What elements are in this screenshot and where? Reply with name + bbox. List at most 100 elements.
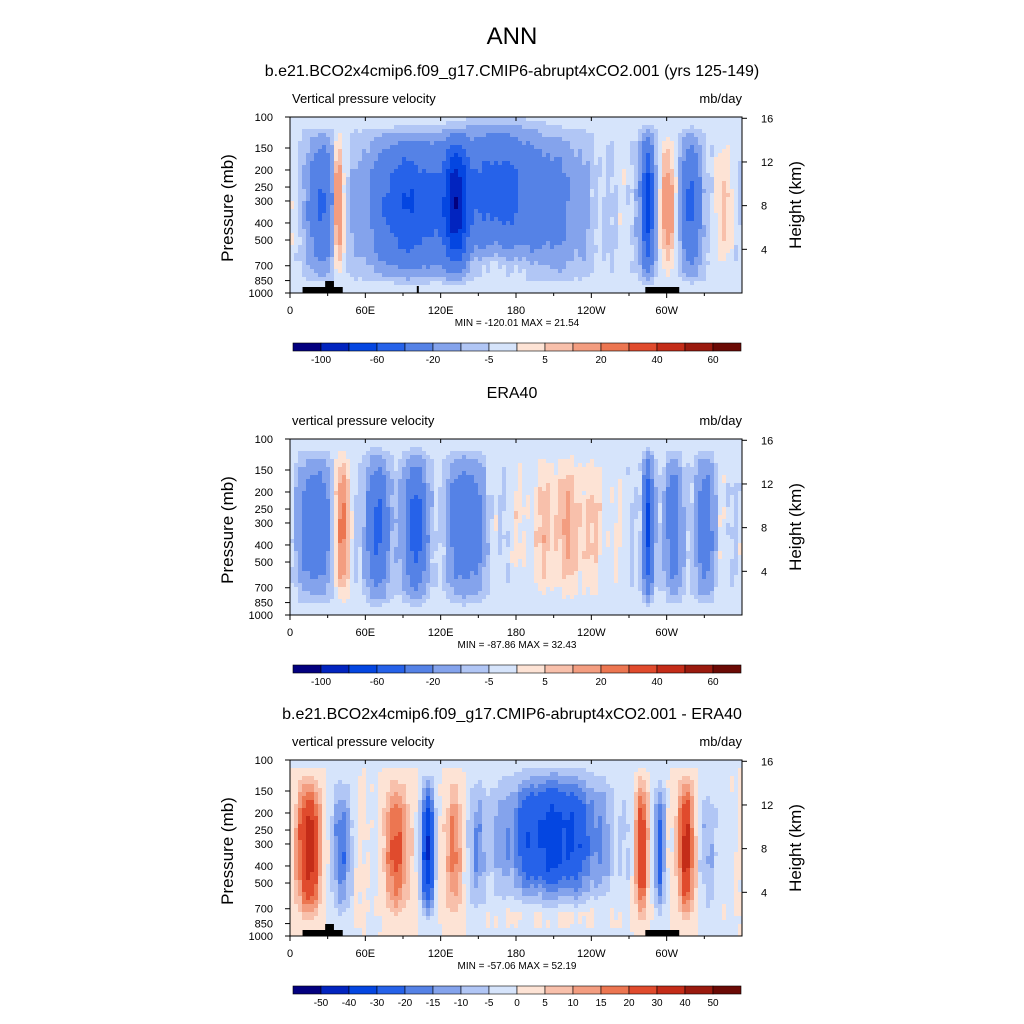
field-cell <box>722 121 727 126</box>
field-cell <box>318 177 323 182</box>
field-cell <box>574 205 579 210</box>
field-cell <box>666 233 671 238</box>
field-cell <box>314 137 319 142</box>
field-cell <box>318 205 323 210</box>
field-cell <box>438 193 443 198</box>
field-cell <box>298 145 303 150</box>
field-cell <box>678 137 683 142</box>
field-cell <box>582 141 587 146</box>
field-cell <box>294 133 299 138</box>
field-cell <box>502 161 507 166</box>
field-cell <box>422 233 427 238</box>
field-cell <box>470 217 475 222</box>
field-cell <box>538 157 543 162</box>
field-cell <box>490 249 495 254</box>
field-cell <box>350 217 355 222</box>
field-cell <box>306 137 311 142</box>
field-cell <box>294 261 299 266</box>
field-cell <box>342 177 347 182</box>
field-cell <box>718 177 723 182</box>
field-cell <box>730 213 735 218</box>
field-cell <box>502 173 507 178</box>
field-cell <box>346 229 351 234</box>
field-cell <box>318 189 323 194</box>
field-cell <box>638 133 643 138</box>
field-cell <box>634 177 639 182</box>
field-cell <box>446 209 451 214</box>
field-cell <box>474 173 479 178</box>
field-cell <box>514 217 519 222</box>
field-cell <box>358 193 363 198</box>
field-cell <box>386 177 391 182</box>
field-cell <box>302 121 307 126</box>
field-cell <box>686 257 691 262</box>
field-cell <box>662 117 667 122</box>
field-cell <box>306 117 311 122</box>
field-cell <box>706 233 711 238</box>
field-cell <box>658 269 663 274</box>
field-cell <box>406 121 411 126</box>
field-cell <box>518 157 523 162</box>
field-cell <box>694 249 699 254</box>
field-cell <box>366 213 371 218</box>
field-cell <box>646 145 651 150</box>
field-cell <box>422 273 427 278</box>
field-cell <box>678 209 683 214</box>
field-cell <box>586 237 591 242</box>
field-cell <box>434 209 439 214</box>
field-cell <box>358 205 363 210</box>
field-cell <box>574 121 579 126</box>
field-cell <box>454 241 459 246</box>
field-cell <box>462 185 467 190</box>
field-cell <box>338 245 343 250</box>
field-cell <box>382 249 387 254</box>
field-cell <box>558 229 563 234</box>
field-cell <box>642 137 647 142</box>
field-cell <box>650 173 655 178</box>
field-cell <box>598 185 603 190</box>
field-cell <box>522 141 527 146</box>
field-cell <box>626 273 631 278</box>
field-cell <box>358 249 363 254</box>
field-cell <box>370 209 375 214</box>
field-cell <box>694 245 699 250</box>
field-cell <box>666 225 671 230</box>
field-cell <box>602 125 607 130</box>
field-cell <box>526 281 531 286</box>
field-cell <box>478 117 483 122</box>
field-cell <box>694 189 699 194</box>
field-cell <box>718 193 723 198</box>
field-cell <box>558 193 563 198</box>
field-cell <box>358 181 363 186</box>
field-cell <box>738 217 743 222</box>
field-cell <box>486 197 491 202</box>
field-cell <box>406 193 411 198</box>
field-cell <box>654 225 659 230</box>
field-cell <box>350 237 355 242</box>
field-cell <box>446 205 451 210</box>
field-cell <box>522 217 527 222</box>
field-cell <box>410 241 415 246</box>
field-cell <box>358 269 363 274</box>
field-cell <box>322 193 327 198</box>
field-cell <box>734 181 739 186</box>
field-cell <box>326 273 331 278</box>
field-cell <box>534 149 539 154</box>
field-cell <box>730 197 735 202</box>
field-cell <box>722 265 727 270</box>
field-cell <box>662 181 667 186</box>
field-cell <box>606 229 611 234</box>
field-cell <box>722 141 727 146</box>
field-cell <box>342 237 347 242</box>
field-cell <box>650 261 655 266</box>
field-cell <box>334 125 339 130</box>
field-cell <box>322 185 327 190</box>
field-cell <box>678 261 683 266</box>
field-cell <box>694 277 699 282</box>
field-cell <box>394 241 399 246</box>
field-cell <box>686 161 691 166</box>
field-cell <box>542 253 547 258</box>
field-cell <box>310 189 315 194</box>
field-cell <box>562 157 567 162</box>
field-cell <box>394 117 399 122</box>
